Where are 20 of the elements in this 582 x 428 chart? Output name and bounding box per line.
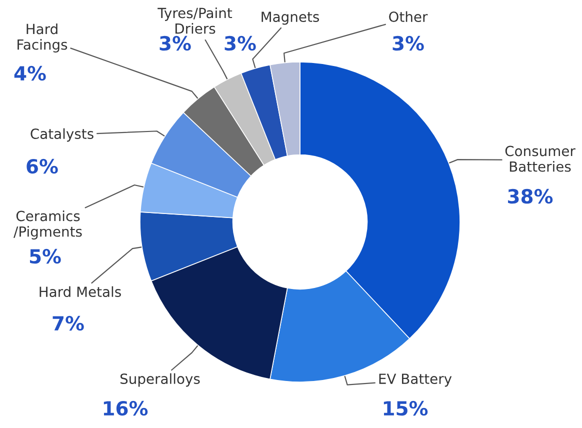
slice-label: Hard Metals — [40, 286, 121, 298]
data-label: 5% — [30, 248, 61, 264]
data-label: 16% — [104, 400, 148, 416]
slice-label: Consumer Batteries — [505, 146, 576, 172]
data-label: 38% — [508, 188, 553, 204]
slice-label: Tyres/Paint Driers — [158, 8, 232, 34]
slice-label: Ceramics /Pigments — [14, 210, 82, 240]
data-label: 4% — [14, 66, 46, 81]
slice-label: Superalloys — [120, 373, 200, 387]
data-label: 7% — [52, 316, 84, 331]
slice-label: Catalysts — [30, 128, 94, 142]
data-label: 3% — [160, 36, 191, 51]
data-label: 6% — [26, 158, 58, 174]
slice-label: EV Battery — [379, 374, 452, 387]
slice-label: Other — [389, 11, 428, 22]
slice-label: Hard Facings — [18, 24, 68, 52]
data-label: 3% — [224, 36, 256, 51]
data-label: 15% — [384, 400, 428, 416]
slice-label: Magnets — [262, 12, 319, 25]
data-label: 3% — [392, 36, 424, 51]
